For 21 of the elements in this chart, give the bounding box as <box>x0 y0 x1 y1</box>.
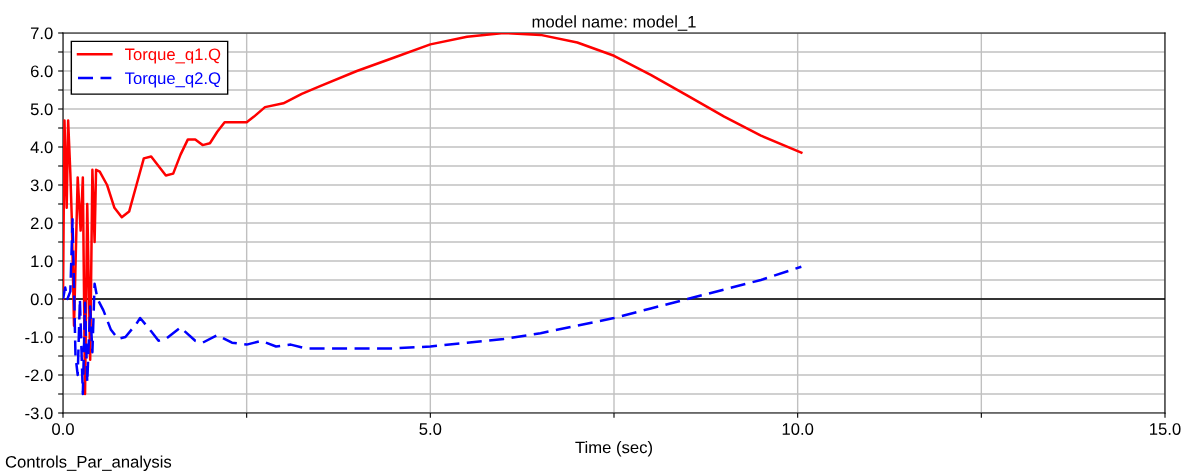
x-tick-label: 10.0 <box>782 423 814 435</box>
y-tick-label: 1.0 <box>31 255 53 268</box>
chart-title: model name: model_1 <box>532 15 696 31</box>
y-tick-label: 5.0 <box>30 103 53 116</box>
legend-label: Torque_q2.Q <box>125 72 221 88</box>
x-axis-title: Time (sec) <box>575 441 653 457</box>
y-tick-label: -1.0 <box>25 331 53 344</box>
y-tick-label: 6.0 <box>30 65 53 78</box>
y-tick-label: -3.0 <box>25 407 53 420</box>
y-tick-label: 4.0 <box>30 141 53 154</box>
x-tick-label: 15.0 <box>1150 423 1181 435</box>
text: Controls_Par_analysis <box>5 455 172 471</box>
y-tick-label: 7.0 <box>30 27 53 40</box>
x-tick-label: 5.0 <box>419 423 442 435</box>
y-tick-label: 2.0 <box>30 217 53 230</box>
line-series <box>63 217 803 396</box>
y-tick-label: 0.0 <box>30 293 53 306</box>
y-tick-label: 3.0 <box>30 179 53 192</box>
legend-label: Torque_q1.Q <box>125 48 221 64</box>
x-tick-label: 0.0 <box>52 423 74 435</box>
y-tick-label: -2.0 <box>25 369 53 382</box>
